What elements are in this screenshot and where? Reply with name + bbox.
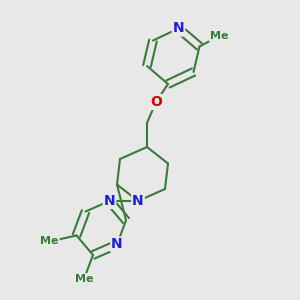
- Text: N: N: [173, 22, 184, 35]
- Text: N: N: [111, 238, 123, 251]
- Text: N: N: [104, 194, 115, 208]
- Text: N: N: [132, 194, 144, 208]
- Text: Me: Me: [75, 274, 93, 284]
- Text: Me: Me: [40, 236, 59, 247]
- Text: O: O: [150, 95, 162, 109]
- Text: Me: Me: [210, 31, 228, 41]
